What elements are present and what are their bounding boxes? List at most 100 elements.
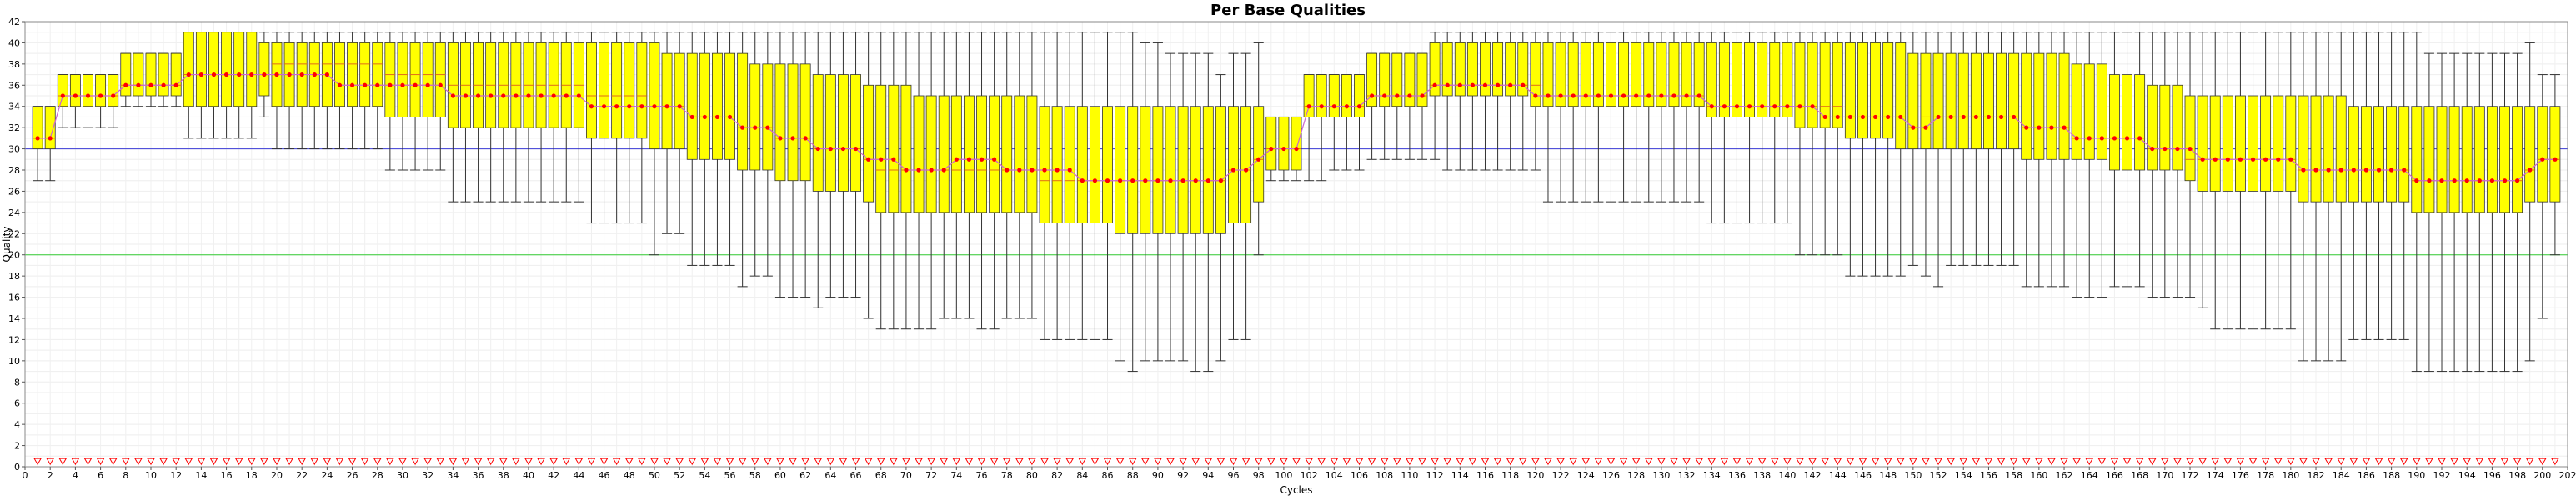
min-marker: [172, 458, 181, 466]
x-tick-label: 16: [221, 470, 233, 481]
box-iqr: [2033, 52, 2045, 160]
box-iqr: [1542, 42, 1554, 108]
min-marker: [449, 458, 458, 466]
box-group: [498, 32, 509, 202]
mean-marker: [1822, 114, 1827, 120]
mean-marker: [2137, 136, 2142, 141]
mean-marker: [1847, 114, 1852, 120]
x-tick-label: 26: [347, 470, 358, 481]
box-group: [2083, 32, 2095, 298]
box-group: [359, 32, 371, 150]
mean-marker: [1911, 125, 1916, 130]
x-tick-label: 98: [1253, 470, 1265, 481]
box-group: [661, 32, 673, 234]
min-marker: [599, 458, 609, 466]
box-iqr: [1744, 42, 1756, 118]
box-iqr: [1202, 106, 1214, 234]
min-marker: [1330, 458, 1339, 466]
min-marker: [1166, 458, 1175, 466]
box-iqr: [1970, 52, 1982, 149]
x-tick-label: 18: [246, 470, 258, 481]
x-tick-label: 2: [48, 470, 53, 481]
min-marker: [1443, 458, 1452, 466]
box-group: [246, 32, 258, 139]
mean-marker: [475, 93, 481, 98]
x-tick-label: 178: [2257, 470, 2274, 481]
y-tick-label: 20: [8, 250, 20, 261]
y-tick-label: 22: [8, 228, 20, 239]
box-iqr: [422, 42, 434, 118]
min-marker: [1292, 458, 1301, 466]
x-tick-label: 120: [1526, 470, 1544, 481]
min-marker: [1644, 458, 1653, 466]
min-marker: [1972, 458, 1981, 466]
min-marker: [1770, 458, 1779, 466]
mean-marker: [1734, 104, 1740, 109]
min-marker: [1732, 458, 1742, 466]
mean-marker: [1445, 82, 1450, 88]
box-group: [1366, 52, 1378, 160]
box-group: [334, 32, 345, 150]
min-marker: [1808, 458, 1817, 466]
min-marker: [1606, 458, 1616, 466]
box-iqr: [1631, 42, 1642, 108]
min-marker: [776, 458, 784, 466]
mean-marker: [223, 72, 229, 78]
min-marker: [108, 458, 118, 466]
mean-marker: [1143, 178, 1148, 183]
mean-marker: [689, 114, 694, 120]
x-tick-label: 48: [624, 470, 635, 481]
x-tick-label: 196: [2483, 470, 2501, 481]
mean-marker: [1571, 93, 1576, 98]
mean-marker: [1671, 93, 1676, 98]
mean-marker: [2288, 157, 2293, 162]
x-tick-label: 158: [2005, 470, 2022, 481]
box-group: [384, 32, 396, 171]
mean-marker: [388, 82, 393, 88]
min-marker: [348, 458, 357, 466]
x-tick-label: 186: [2358, 470, 2375, 481]
mean-marker: [2049, 125, 2054, 130]
box-iqr: [1391, 52, 1403, 108]
box-iqr: [233, 32, 245, 108]
mean-marker: [1055, 168, 1060, 172]
box-group: [2248, 32, 2258, 330]
y-tick-label: 18: [8, 271, 20, 282]
mean-marker: [2338, 168, 2343, 172]
box-group: [1757, 32, 1768, 224]
x-tick-label: 184: [2333, 470, 2350, 481]
min-marker: [423, 458, 433, 466]
mean-marker: [1294, 146, 1299, 152]
x-tick-label: 64: [824, 470, 836, 481]
mean-marker: [211, 72, 217, 78]
min-marker: [1796, 458, 1804, 466]
x-tick-label: 38: [498, 470, 509, 481]
box-group: [686, 32, 698, 266]
box-group: [434, 32, 446, 171]
min-marker: [574, 458, 584, 466]
box-iqr: [2184, 95, 2196, 182]
x-tick-label: 104: [1326, 470, 1343, 481]
box-iqr: [2222, 95, 2233, 192]
box-iqr: [221, 32, 233, 108]
box-iqr: [799, 63, 811, 182]
box-group: [989, 32, 1000, 330]
box-group: [1693, 32, 1705, 202]
min-marker: [285, 458, 293, 466]
min-marker: [1266, 458, 1275, 466]
mean-marker: [1608, 93, 1614, 98]
mean-marker: [916, 168, 921, 172]
min-marker: [1821, 458, 1830, 466]
box-group: [2285, 32, 2297, 330]
y-tick-label: 34: [8, 102, 20, 112]
mean-marker: [1596, 93, 1601, 98]
box-iqr: [1693, 42, 1705, 108]
box-group: [636, 32, 648, 224]
box-group: [2033, 32, 2045, 288]
box-iqr: [397, 42, 408, 118]
box-iqr: [1316, 74, 1327, 118]
box-group: [1228, 52, 1239, 340]
box-iqr: [586, 42, 597, 139]
min-marker: [323, 458, 332, 466]
